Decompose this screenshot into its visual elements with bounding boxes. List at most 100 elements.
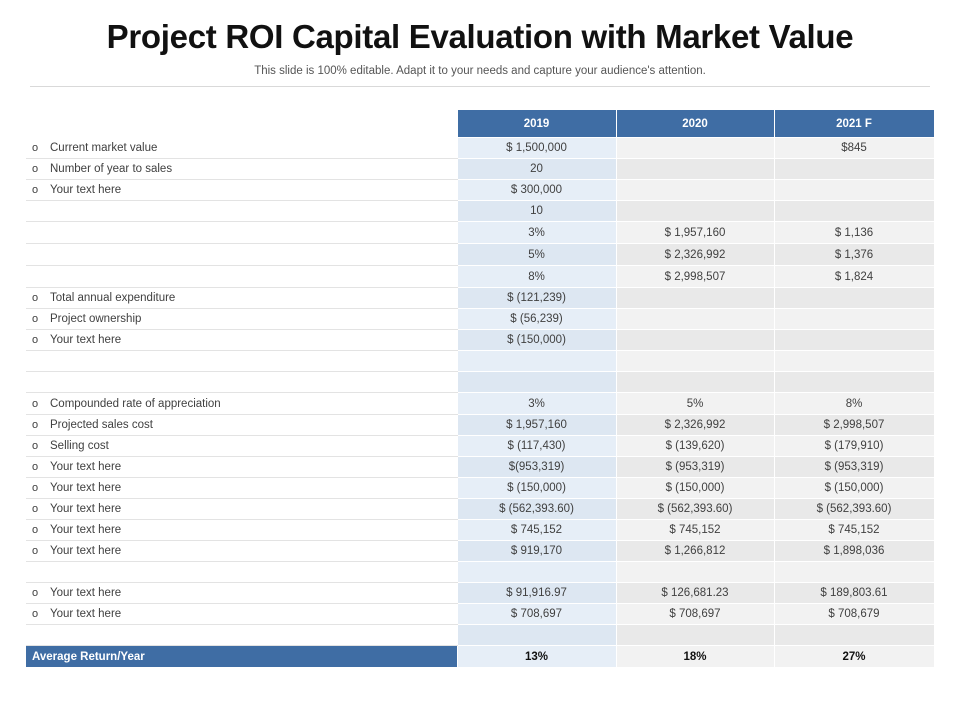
row-label (26, 350, 458, 372)
table-row: 10 (26, 200, 935, 222)
table-row: o Your text here $ 745,152 $ 745,152 $ 745,1… (26, 519, 935, 541)
value-cell-2021 (774, 287, 935, 309)
value-cell-2020 (616, 200, 775, 222)
bullet-icon: o (32, 524, 39, 536)
table-row: o Your text here $ 708,697 $ 708,697 $ 708,6… (26, 603, 935, 625)
row-label (26, 243, 458, 266)
value-cell-2020 (616, 158, 775, 180)
value-cell-2021 (774, 200, 935, 222)
value-cell-2021: $ (953,319) (774, 456, 935, 478)
value-cell-2019: $ (562,393.60) (457, 498, 617, 520)
table-body: o Current market value $ 1,500,000 $845 o Num… (26, 137, 935, 646)
bullet-icon: o (32, 163, 39, 175)
table-row (26, 561, 935, 583)
value-cell-2020 (616, 137, 775, 159)
value-cell-2019: 3% (457, 392, 617, 415)
bullet-icon: o (32, 292, 39, 304)
row-label: o Your text here (26, 582, 458, 604)
value-cell-2019: 8% (457, 265, 617, 288)
value-cell-2021 (774, 329, 935, 351)
value-cell-2020 (616, 624, 775, 646)
title-divider (30, 86, 930, 87)
bullet-icon: o (32, 461, 39, 473)
table-row: o Number of year to sales 20 (26, 158, 935, 180)
value-cell-2020: $ 126,681.23 (616, 582, 775, 604)
row-label: o Your text here (26, 329, 458, 351)
table-row: o Your text here $ 91,916.97 $ 126,681.23 $ … (26, 582, 935, 604)
value-cell-2019: $ 300,000 (457, 179, 617, 201)
table-row (26, 624, 935, 646)
value-cell-2020: $ 2,326,992 (616, 243, 775, 266)
value-cell-2020: 5% (616, 392, 775, 415)
value-cell-2021: $ (179,910) (774, 435, 935, 457)
average-return-label: Average Return/Year (26, 645, 458, 668)
value-cell-2019: $ 1,957,160 (457, 414, 617, 436)
value-cell-2019: 5% (457, 243, 617, 266)
value-cell-2020 (616, 308, 775, 330)
value-cell-2019: 10 (457, 200, 617, 222)
header-blank-cell (26, 110, 458, 138)
bullet-icon: o (32, 440, 39, 452)
row-label-text: Your text here (50, 461, 122, 473)
table-row: o Projected sales cost $ 1,957,160 $ 2,326,… (26, 414, 935, 436)
row-label (26, 200, 458, 222)
bullet-icon: o (32, 313, 39, 325)
value-cell-2021: $ 2,998,507 (774, 414, 935, 436)
bullet-icon: o (32, 419, 39, 431)
roi-table: 2019 2020 2021 F o Current market value $ … (26, 110, 935, 668)
row-label: o Number of year to sales (26, 158, 458, 180)
value-cell-2021 (774, 158, 935, 180)
value-cell-2021 (774, 350, 935, 372)
row-label-text: Selling cost (50, 440, 109, 452)
value-cell-2019 (457, 624, 617, 646)
value-cell-2021 (774, 624, 935, 646)
table-row: o Project ownership $ (56,239) (26, 308, 935, 330)
row-label-text: Project ownership (50, 313, 142, 325)
row-label: o Total annual expenditure (26, 287, 458, 309)
row-label: o Projected sales cost (26, 414, 458, 436)
row-label-text: Your text here (50, 503, 122, 515)
value-cell-2020 (616, 561, 775, 583)
table-header-row: 2019 2020 2021 F (26, 110, 935, 138)
value-cell-2019: $ (117,430) (457, 435, 617, 457)
value-cell-2021: $ 189,803.61 (774, 582, 935, 604)
value-cell-2021: $ 1,898,036 (774, 540, 935, 562)
bullet-icon: o (32, 334, 39, 346)
value-cell-2019 (457, 561, 617, 583)
bullet-icon: o (32, 503, 39, 515)
bullet-icon: o (32, 608, 39, 620)
average-return-2021: 27% (774, 645, 935, 668)
table-row: o Your text here $ 919,170 $ 1,266,812 $ 1,8… (26, 540, 935, 562)
row-label-text: Compounded rate of appreciation (50, 397, 221, 410)
value-cell-2021: 8% (774, 392, 935, 415)
row-label: o Your text here (26, 477, 458, 499)
row-label-text: Your text here (50, 587, 122, 599)
row-label-text: Number of year to sales (50, 163, 173, 175)
table-row: o Total annual expenditure $ (121,239) (26, 287, 935, 309)
row-label: o Project ownership (26, 308, 458, 330)
row-label: o Your text here (26, 603, 458, 625)
value-cell-2021: $845 (774, 137, 935, 159)
value-cell-2020: $ 2,326,992 (616, 414, 775, 436)
average-return-2019: 13% (457, 645, 617, 668)
table-row: o Your text here $ (150,000) $ (150,000) $ (… (26, 477, 935, 499)
bullet-icon: o (32, 545, 39, 557)
value-cell-2021: $ 1,824 (774, 265, 935, 288)
table-row (26, 350, 935, 372)
bullet-icon: o (32, 587, 39, 599)
value-cell-2019: 3% (457, 221, 617, 244)
table-row: o Your text here $ (562,393.60) $ (562,393.… (26, 498, 935, 520)
value-cell-2019: $(953,319) (457, 456, 617, 478)
value-cell-2020 (616, 371, 775, 393)
row-label-text: Your text here (50, 334, 122, 346)
value-cell-2020 (616, 350, 775, 372)
row-label-text: Your text here (50, 545, 122, 557)
value-cell-2021: $ 1,376 (774, 243, 935, 266)
table-row: o Current market value $ 1,500,000 $845 (26, 137, 935, 159)
row-label: o Your text here (26, 456, 458, 478)
column-header-2021: 2021 F (774, 110, 935, 138)
value-cell-2019: $ 708,697 (457, 603, 617, 625)
row-label-text: Your text here (50, 184, 122, 196)
row-label-text: Your text here (50, 482, 122, 494)
value-cell-2021: $ (150,000) (774, 477, 935, 499)
